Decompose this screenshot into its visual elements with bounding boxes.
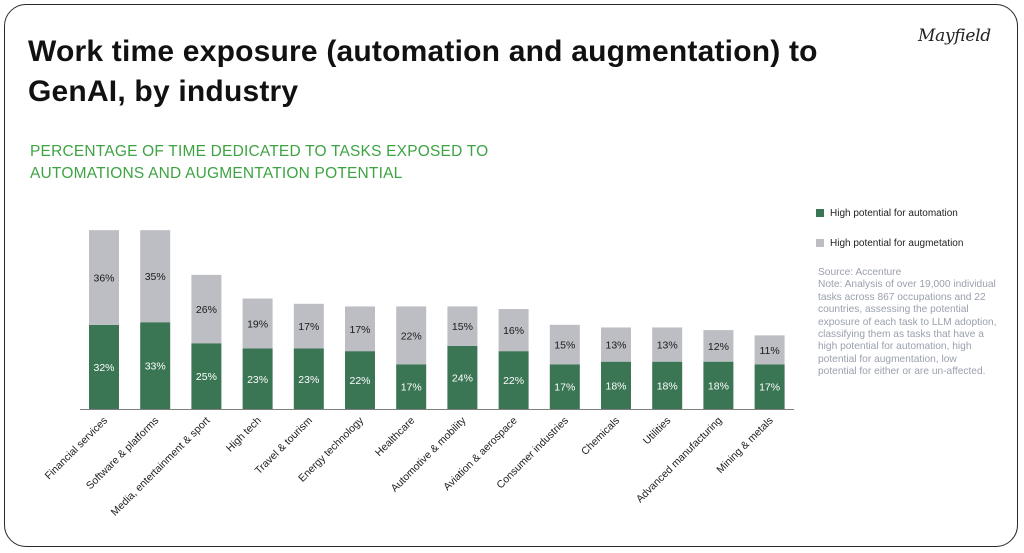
bar-automation [242,348,273,409]
x-tick-label: Utilities [641,415,673,447]
x-tick-label: High tech [224,415,264,455]
note-text: Note: Analysis of over 19,000 individual… [818,279,997,378]
data-label-automation: 17% [759,382,780,394]
mayfield-logo: Mayfield [918,26,991,46]
bar-automation [601,361,631,409]
data-label-augmentation: 12% [708,341,729,353]
bar-automation [498,351,529,409]
data-label-augmentation: 26% [196,304,217,316]
data-label-automation: 18% [708,380,729,392]
bar-automation [89,324,119,409]
bar-augmentation [601,327,631,362]
data-label-automation: 22% [503,375,524,387]
bar-augmentation [242,298,273,349]
bar-automation [549,364,580,409]
data-label-automation: 18% [657,380,678,392]
x-tick-label: Media, entertainment & sport [109,415,213,519]
bar-augmentation [191,274,222,344]
x-tick-label: Healthcare [373,415,418,460]
data-label-augmentation: 17% [298,321,319,333]
x-tick-label: Chemicals [579,415,622,458]
bar-automation [345,351,375,409]
chart-subtitle: PERCENTAGE OF TIME DEDICATED TO TASKS EX… [30,143,489,182]
data-label-automation: 23% [298,374,319,386]
bar-automation [396,364,427,409]
bar-augmentation [703,330,734,362]
card-frame [4,4,1018,547]
legend-label-augmentation: High potential for augmetation [830,237,964,249]
bar-automation [703,361,734,409]
data-label-augmentation: 11% [759,345,779,357]
bar-automation [447,345,478,409]
bar-augmentation [754,335,785,365]
data-label-augmentation: 22% [401,330,422,342]
bar-augmentation [498,309,529,352]
data-label-automation: 25% [196,371,217,383]
data-label-automation: 23% [247,374,268,386]
data-label-automation: 33% [145,361,166,373]
legend-swatch-augmentation [816,239,824,247]
bar-augmentation [396,306,427,365]
chart-legend: High potential for automation High poten… [816,206,963,266]
data-label-automation: 18% [605,380,626,392]
x-tick-label: Advanced manufacturing [634,415,725,506]
bar-augmentation [140,230,171,323]
bar-automation [140,322,171,409]
bar-automation [293,348,324,409]
legend-item-augmentation: High potential for augmetation [816,236,963,250]
bar-augmentation [89,230,119,325]
bar-automation [191,343,222,409]
bar-augmentation [345,306,375,352]
bar-automation [652,361,683,409]
bar-augmentation [293,303,324,349]
bar-augmentation [652,327,683,362]
legend-swatch-automation [816,209,824,217]
data-label-augmentation: 15% [452,321,473,333]
bar-augmentation [447,306,478,346]
data-label-augmentation: 35% [145,271,166,283]
bar-augmentation [549,324,580,365]
legend-item-automation: High potential for automation [816,206,963,220]
data-label-automation: 17% [554,382,575,394]
data-label-augmentation: 36% [93,273,114,285]
data-label-automation: 32% [93,362,114,374]
data-label-augmentation: 13% [605,340,626,352]
data-label-augmentation: 15% [554,340,575,352]
data-label-augmentation: 19% [247,319,268,331]
data-label-automation: 22% [349,375,370,387]
bar-automation [754,364,785,409]
page-title: Work time exposure (automation and augme… [28,35,818,108]
source-line: Source: Accenture [818,267,902,278]
legend-label-automation: High potential for automation [830,207,958,219]
data-label-augmentation: 13% [657,340,678,352]
data-label-automation: 17% [401,382,422,394]
data-label-automation: 24% [452,372,473,384]
source-note: Source: Accenture Note: Analysis of over… [818,267,998,379]
data-label-augmentation: 16% [503,325,524,337]
data-label-augmentation: 17% [349,324,370,336]
